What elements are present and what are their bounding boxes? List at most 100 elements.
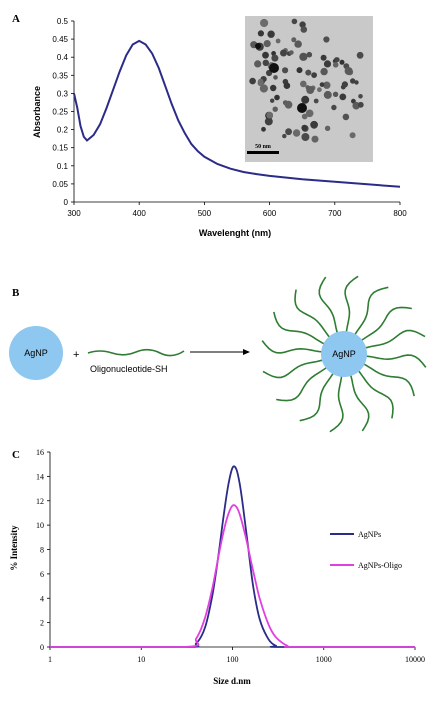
tem-particle: [291, 18, 298, 25]
conjugate-label: AgNP: [332, 349, 356, 359]
tem-particle: [270, 98, 275, 103]
uv-y-tick-label: 0.1: [57, 162, 69, 171]
uv-y-tick-label: 0.2: [57, 126, 69, 135]
tem-particle: [320, 67, 328, 76]
tem-particle: [271, 51, 276, 56]
dls-y-tick-label: 14: [36, 472, 44, 481]
tem-particle: [297, 103, 307, 113]
uv-x-tick-label: 400: [133, 209, 147, 218]
conjugate-strand: [363, 329, 426, 349]
tem-particle: [354, 80, 359, 85]
dls-y-tick-label: 0: [40, 643, 44, 652]
tem-particle: [249, 77, 256, 85]
conjugate-strand: [359, 306, 412, 343]
tem-particle: [292, 129, 301, 137]
tem-particle: [257, 78, 264, 85]
tem-particle: [306, 86, 315, 94]
uv-y-tick-label: 0.3: [57, 89, 69, 98]
uv-x-tick-label: 800: [393, 209, 407, 218]
legend-label-agnps-oligo: AgNPs-Oligo: [358, 561, 402, 570]
tem-particles: [249, 18, 364, 143]
uv-vis-chart: 300 400 500 600 700 800 0 0.05 0.1 0.15 0.2 0.25 0.3…: [32, 17, 407, 238]
tem-particle: [332, 91, 339, 98]
tem-particle: [342, 113, 350, 121]
dls-x-tick-label: 1: [48, 655, 52, 664]
tem-particle: [305, 109, 314, 118]
tem-particle: [284, 100, 293, 109]
reaction-arrow-head: [243, 349, 250, 355]
tem-particle: [299, 21, 306, 28]
tem-particle: [311, 135, 319, 143]
oligonucleotide-strand: [87, 348, 185, 357]
tem-particle: [275, 38, 281, 44]
uv-x-tick-label: 700: [328, 209, 342, 218]
tem-particle: [320, 54, 327, 61]
tem-particle: [313, 98, 319, 104]
oligonucleotide-label: Oligonucleotide-SH: [90, 364, 168, 374]
uv-y-axis-label: Absorbance: [32, 86, 42, 138]
tem-particle: [301, 95, 310, 104]
tem-particle: [282, 133, 287, 139]
dls-y-tick-label: 12: [36, 497, 44, 506]
conjugate-strand: [262, 359, 325, 379]
uv-y-tick-label: 0.15: [52, 144, 68, 153]
conjugate-strand: [329, 373, 344, 433]
panel-label-a: A: [12, 13, 20, 25]
tem-particle: [263, 40, 271, 48]
uv-y-tick-label: 0.5: [57, 17, 69, 26]
tem-particle: [356, 51, 364, 59]
tem-particle: [344, 67, 353, 75]
tem-particle: [323, 90, 332, 99]
tem-particle: [317, 87, 322, 93]
tem-particle: [285, 128, 292, 136]
tem-particle: [311, 72, 317, 78]
tem-particle: [334, 57, 340, 63]
conjugate-strand: [353, 286, 389, 337]
legend-label-agnps: AgNPs: [358, 530, 381, 539]
tem-particle: [264, 117, 273, 126]
tem-particle: [272, 106, 278, 112]
tem-particle: [323, 36, 330, 43]
tem-particle: [271, 54, 279, 62]
dls-y-axis-label: % Intensity: [9, 525, 19, 571]
conjugate-strands: [261, 275, 427, 433]
tem-particle: [267, 30, 275, 38]
tem-particle: [323, 60, 332, 68]
dls-chart: 1 10 100 1000 10000 0 2 4 6 8 10 12 14 16 Size d.nm %…: [9, 448, 425, 686]
dls-y-tick-label: 6: [40, 570, 44, 579]
tem-particle: [301, 113, 308, 120]
tem-scale-bar: [247, 151, 279, 154]
tem-inset: 50 nm: [245, 16, 373, 162]
tem-particle: [262, 51, 269, 59]
tem-particle: [332, 62, 339, 68]
tem-particle: [283, 82, 291, 89]
agnp-label: AgNP: [24, 348, 48, 358]
tem-particle: [339, 59, 345, 65]
dls-y-tick-label: 8: [40, 546, 44, 555]
tem-particle: [300, 80, 307, 88]
tem-particle: [349, 132, 356, 139]
uv-x-axis-label: Wavelenght (nm): [199, 228, 271, 238]
tem-particle: [296, 67, 303, 74]
tem-particle: [324, 125, 331, 131]
uv-x-tick-label: 300: [67, 209, 81, 218]
conjugate-strand: [273, 311, 326, 346]
panel-label-c: C: [12, 449, 20, 461]
tem-particle: [291, 37, 297, 43]
tem-particle: [260, 18, 269, 28]
conjugate-strand: [276, 365, 329, 402]
conjugate-strand: [362, 362, 415, 397]
dls-legend: AgNPs AgNPs-Oligo: [330, 530, 402, 570]
tem-particle: [273, 75, 278, 80]
conjugate-strand: [299, 371, 335, 422]
tem-particle: [323, 81, 331, 89]
uv-y-tick-label: 0.35: [52, 71, 68, 80]
tem-particle: [357, 101, 364, 108]
tem-particle: [261, 126, 266, 132]
conjugate-strand: [318, 276, 339, 336]
conjugate-strand: [356, 368, 394, 419]
tem-particle: [299, 52, 308, 61]
conjugate-strand: [344, 275, 359, 335]
dls-y-tick-label: 4: [40, 594, 44, 603]
